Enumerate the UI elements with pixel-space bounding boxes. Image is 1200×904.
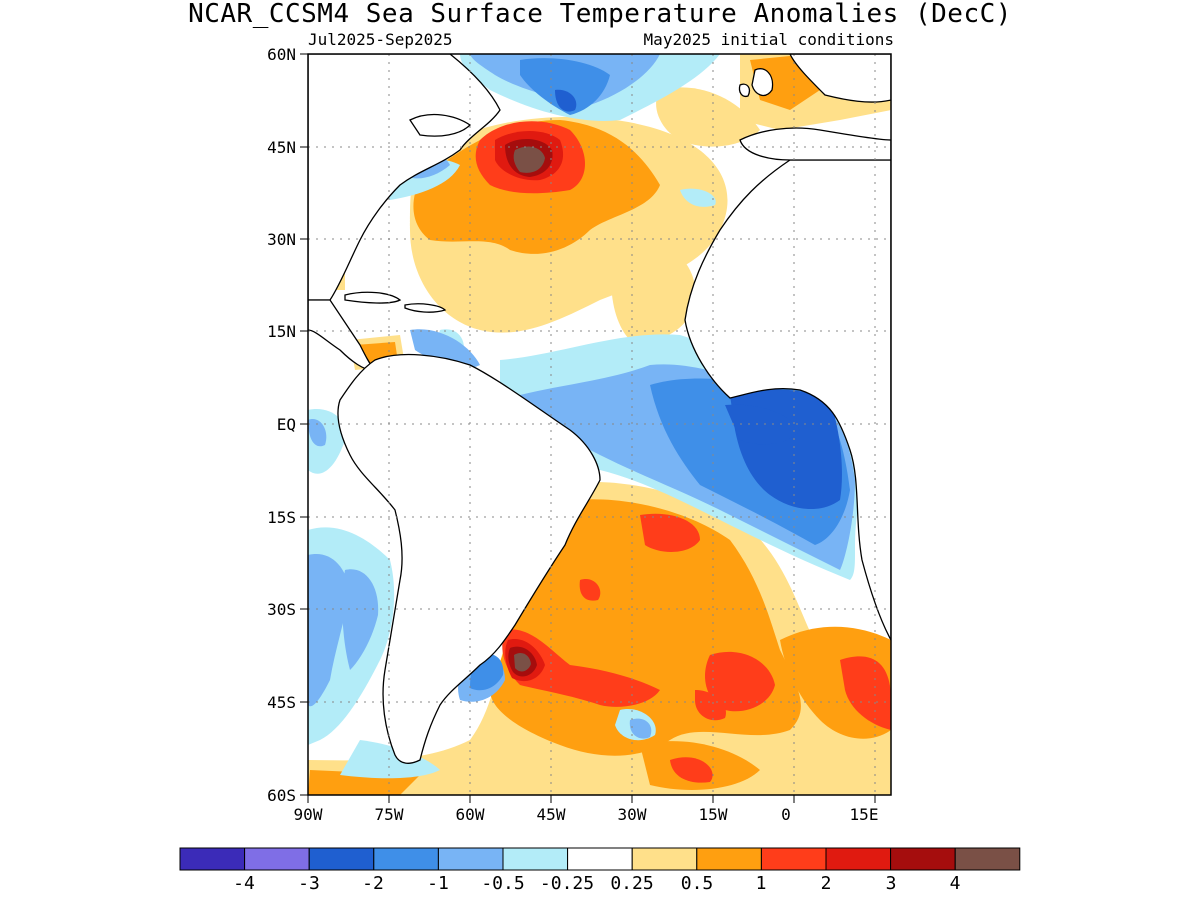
initial-conditions-label: May2025 initial conditions (644, 30, 894, 49)
map-plot-area (308, 54, 891, 795)
lat-label: 60N (267, 45, 296, 64)
colorbar-label: -0.5 (481, 873, 524, 894)
colorbar-label: -2 (362, 873, 384, 894)
lat-label: 45N (267, 138, 296, 157)
lat-label: 45S (267, 693, 296, 712)
lon-label: 75W (375, 805, 404, 824)
colorbar-label: -0.25 (540, 873, 594, 894)
latitude-labels: 60N 45N 30N 15N EQ 15S 30S 45S 60S (267, 45, 296, 805)
colorbar-label: -4 (233, 873, 255, 894)
colorbar-swatch (308, 847, 375, 871)
colorbar-label: 0.25 (610, 873, 653, 894)
lon-label: 15E (850, 805, 879, 824)
lon-label: 0 (781, 805, 791, 824)
lat-label: 30N (267, 230, 296, 249)
lon-label: 60W (456, 805, 485, 824)
latitude-axis (300, 53, 308, 796)
map-title: NCAR_CCSM4 Sea Surface Temperature Anoma… (188, 0, 1012, 29)
lat-label: EQ (277, 415, 296, 434)
colorbar-swatch (244, 847, 310, 871)
lon-label: 90W (294, 805, 323, 824)
lat-label: 15N (267, 322, 296, 341)
colorbar-swatch (437, 847, 504, 871)
lon-label: 15W (699, 805, 728, 824)
colorbar-swatch (179, 847, 246, 871)
season-label: Jul2025-Sep2025 (308, 30, 453, 49)
colorbar-swatch (696, 847, 762, 871)
longitude-labels: 90W 75W 60W 45W 30W 15W 0 15E (294, 805, 879, 824)
colorbar-label: 1 (756, 873, 767, 894)
lon-label: 45W (537, 805, 566, 824)
colorbar-label: -3 (298, 873, 320, 894)
colorbar-swatch (373, 847, 439, 871)
colorbar-label: 0.5 (681, 873, 714, 894)
colorbar (179, 847, 1021, 871)
graticule (308, 54, 891, 795)
lon-label: 30W (618, 805, 647, 824)
anomaly-band-above-4 (513, 146, 545, 672)
lat-label: 30S (267, 600, 296, 619)
colorbar-label: 3 (886, 873, 897, 894)
colorbar-label: 4 (950, 873, 961, 894)
colorbar-label: -1 (427, 873, 449, 894)
colorbar-swatch (760, 847, 827, 871)
longitude-axis (307, 795, 876, 803)
anomaly-band-neg2-neg3 (555, 89, 842, 510)
colorbar-labels: -4 -3 -2 -1 -0.5 -0.25 0.25 0.5 1 2 3 4 (233, 873, 960, 894)
lat-label: 15S (267, 508, 296, 527)
colorbar-swatch (502, 847, 569, 871)
colorbar-swatch (890, 847, 956, 871)
colorbar-swatch (567, 847, 633, 871)
colorbar-label: 2 (821, 873, 832, 894)
colorbar-swatch (825, 847, 892, 871)
lat-label: 60S (267, 786, 296, 805)
colorbar-swatch (954, 847, 1021, 871)
colorbar-swatch (631, 847, 698, 871)
